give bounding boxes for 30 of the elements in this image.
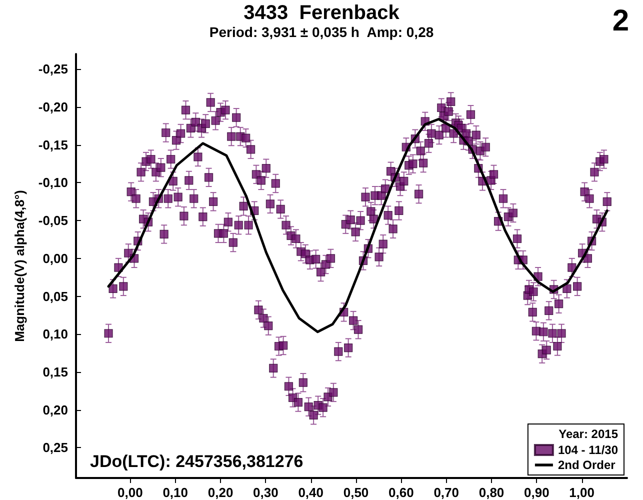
x-tick-label: 0,70 [434, 485, 459, 500]
legend-label: 104 - 11/30 [558, 443, 618, 457]
x-tick-label: 0,50 [343, 485, 369, 500]
y-tick-label: -0,10 [38, 175, 68, 190]
x-tick-label: 0,40 [298, 485, 324, 500]
x-tick-label: 0,80 [478, 485, 504, 500]
chart-subtitle: Period: 3,931 ± 0,035 h Amp: 0,28 [209, 24, 434, 40]
y-tick-label: 0,10 [42, 326, 68, 342]
x-tick-label: 1,00 [569, 485, 594, 500]
y-tick-label: 0,20 [42, 402, 68, 418]
y-tick-label: -0,20 [38, 100, 68, 114]
y-tick-label: -0,05 [38, 213, 68, 228]
annotation: JDo(LTC): 2457356,381276 [90, 452, 304, 471]
x-tick-label: 0,20 [208, 485, 234, 500]
x-tick-label: 0,90 [524, 485, 550, 500]
y-tick-label: 0,25 [42, 440, 68, 456]
y-tick-label: 0,05 [42, 288, 68, 304]
x-tick-label: 0,00 [118, 485, 143, 500]
y-tick-label: 0,15 [42, 364, 68, 380]
x-tick-label: 0,60 [388, 485, 414, 500]
y-tick-label: -0,25 [38, 62, 68, 77]
y-axis-title: Magnitude(V) alpha(4,8°) [12, 190, 27, 342]
text: 2 [612, 4, 630, 38]
legend-label: 2nd Order [558, 458, 616, 472]
x-tick-label: 0,10 [162, 485, 188, 500]
y-tick-label: -0,15 [38, 137, 68, 152]
y-tick-label: 0,00 [42, 250, 68, 266]
x-tick-label: 0,30 [253, 485, 278, 500]
chart-title: 3433 Ferenback [244, 2, 400, 24]
legend-title: Year: 2015 [558, 427, 618, 441]
